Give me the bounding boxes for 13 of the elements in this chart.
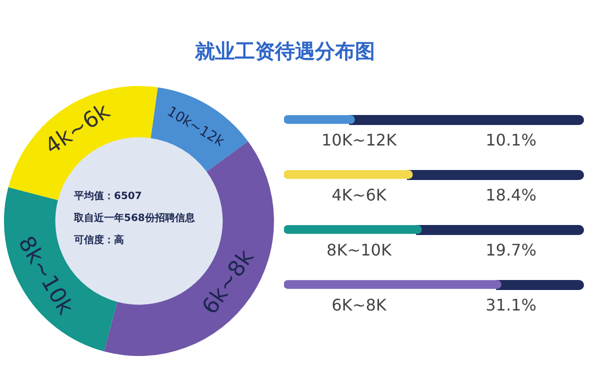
data-label: 31.1% bbox=[486, 296, 536, 315]
chart-title: 就业工资待遇分布图 bbox=[194, 38, 376, 65]
text: 平均值：6507 bbox=[74, 190, 143, 204]
bar bbox=[284, 115, 355, 124]
text: 可信度：高 bbox=[74, 235, 124, 246]
data-label: 19.7% bbox=[486, 240, 536, 260]
data-label: 10.1% bbox=[486, 130, 536, 150]
y-tick-label: 6K~8K bbox=[332, 296, 387, 315]
y-tick-label: 10K~12K bbox=[321, 130, 398, 150]
y-tick-label: 8K~10K bbox=[326, 240, 392, 260]
text: 取自近一年568份招聘信息 bbox=[74, 212, 196, 226]
y-tick-label: 4K~6K bbox=[332, 186, 387, 205]
data-label: 18.4% bbox=[486, 186, 536, 205]
